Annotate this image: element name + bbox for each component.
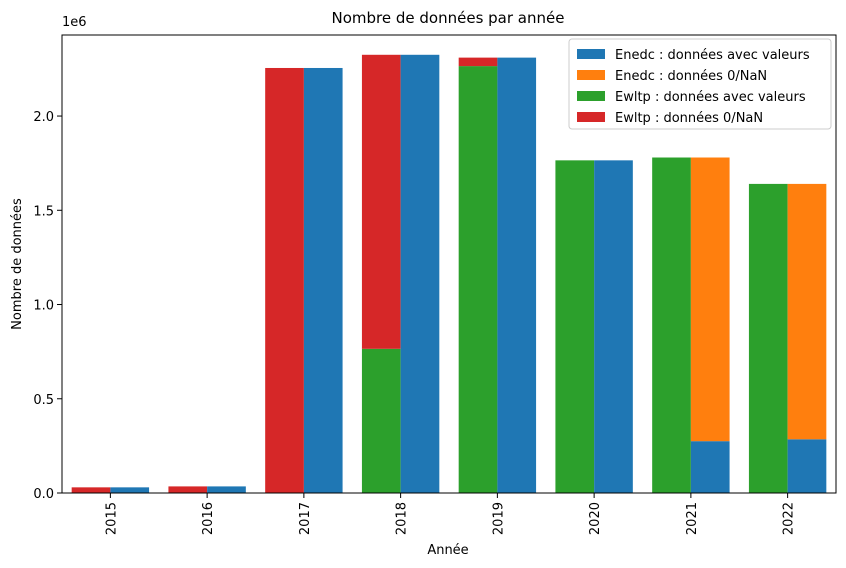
bar-enedc-valeurs-2018 (400, 54, 440, 493)
bar-ewltp-nan-2017 (265, 67, 304, 493)
legend-swatch (577, 49, 605, 59)
legend-swatch (577, 91, 605, 101)
legend-label: Enedc : données 0/NaN (615, 69, 767, 84)
x-tick-label: 2022 (782, 502, 797, 535)
x-tick-label: 2017 (298, 502, 313, 535)
x-tick-label: 2018 (395, 502, 410, 535)
x-tick-label: 2020 (588, 502, 603, 535)
bar-ewltp-nan-2015 (71, 487, 111, 493)
legend-frame (568, 38, 832, 130)
chart-title: Nombre de données par année (332, 9, 565, 27)
y-axis-title: Nombre de données (10, 198, 25, 330)
y-axis: 0.0 0.5 1.0 1.5 2.0 (33, 110, 62, 502)
x-tick-label: 2019 (491, 502, 506, 535)
bar-ewltp-valeurs-2021 (652, 157, 691, 493)
y-tick-label: 1.0 (33, 299, 54, 314)
bar-enedc-valeurs-2017 (303, 67, 343, 493)
bar-enedc-valeurs-2022 (787, 439, 827, 493)
x-tick-label: 2016 (201, 502, 216, 535)
y-tick-label: 2.0 (33, 110, 54, 125)
legend-label: Ewltp : données avec valeurs (615, 90, 806, 105)
x-axis-title: Année (427, 543, 468, 558)
x-tick-label: 2015 (104, 502, 119, 535)
y-offset-label: 1e6 (62, 15, 87, 30)
bar-enedc-valeurs-2015 (110, 487, 150, 493)
legend-label: Ewltp : données 0/NaN (615, 111, 763, 126)
bar-enedc-valeurs-2016 (207, 486, 246, 493)
bar-enedc-valeurs-2020 (594, 160, 633, 493)
bar-enedc-nan-2022 (787, 183, 827, 440)
bar-enedc-valeurs-2021 (690, 441, 730, 493)
bar-ewltp-valeurs-2020 (555, 160, 595, 493)
bar-ewltp-valeurs-2022 (748, 183, 788, 493)
x-axis: 2015 2016 2017 2018 2019 2020 2021 2022 (104, 493, 797, 535)
y-tick-label: 0.0 (33, 487, 54, 502)
bar-ewltp-nan-2019 (458, 57, 498, 67)
bar-ewltp-nan-2018 (361, 54, 401, 349)
bar-ewltp-valeurs-2019 (458, 66, 498, 493)
y-tick-label: 0.5 (33, 393, 54, 408)
y-tick-label: 1.5 (33, 204, 54, 219)
legend-swatch (577, 70, 605, 80)
bar-ewltp-valeurs-2018 (361, 348, 401, 493)
x-tick-label: 2021 (685, 502, 700, 535)
bar-ewltp-nan-2016 (168, 486, 208, 493)
plot-frame (61, 34, 837, 494)
bars (71, 54, 827, 494)
legend-label: Enedc : données avec valeurs (615, 48, 810, 63)
bar-enedc-valeurs-2019 (497, 57, 537, 494)
legend: Enedc : données avec valeurs Enedc : donn… (568, 38, 832, 130)
bar-enedc-nan-2021 (690, 157, 730, 442)
legend-swatch (577, 112, 605, 122)
